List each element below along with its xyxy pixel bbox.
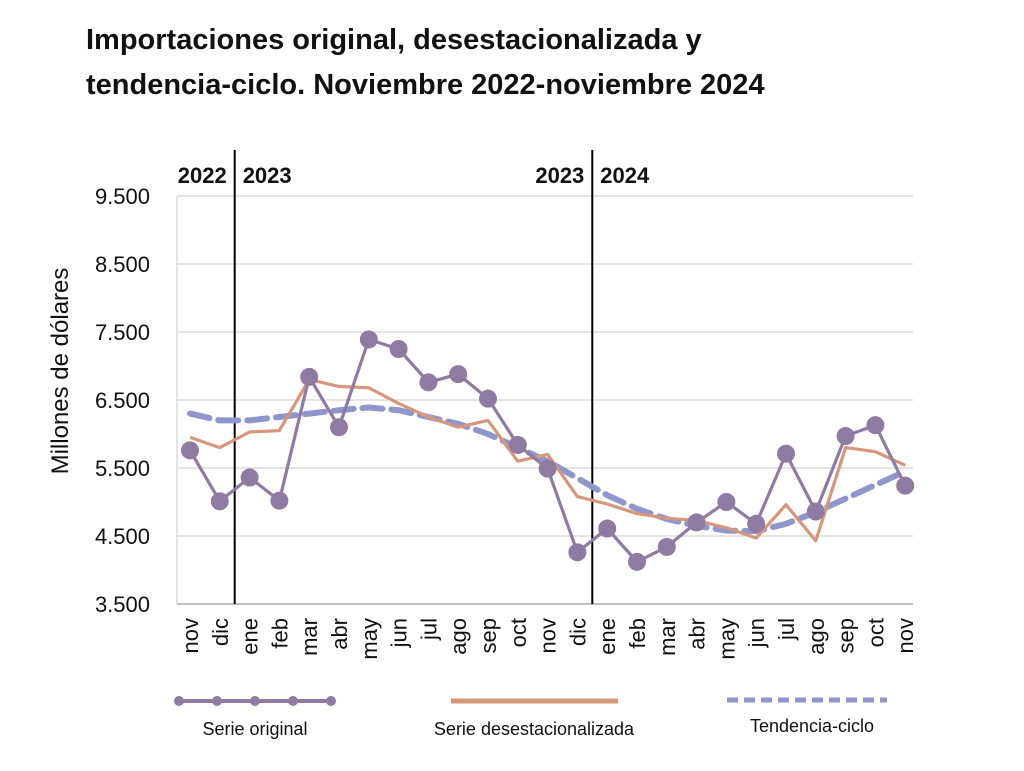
x-tick-label: oct xyxy=(863,618,888,647)
x-tick-label: may xyxy=(357,618,382,660)
y-axis-ticks: 9.500 8.500 7.500 6.500 5.500 4.500 3.500 xyxy=(95,184,150,617)
data-point xyxy=(449,365,468,384)
chart-title-line-1: Importaciones original, desestacionaliza… xyxy=(86,24,702,56)
data-point xyxy=(538,459,557,478)
x-tick-label: dic xyxy=(208,618,233,646)
x-tick-label: feb xyxy=(625,618,650,649)
data-point xyxy=(598,519,617,538)
y-axis-title: Millones de dólares xyxy=(47,268,74,475)
year-label: 2024 xyxy=(600,163,650,188)
chart-title: Importaciones original, desestacionaliza… xyxy=(86,18,986,108)
data-point xyxy=(181,441,199,460)
x-tick-label: feb xyxy=(267,618,292,649)
y-tick-label: 6.500 xyxy=(95,388,150,413)
data-point xyxy=(717,493,736,511)
grid-lines xyxy=(176,195,913,605)
year-label: 2023 xyxy=(535,163,584,188)
x-tick-label: mar xyxy=(655,618,680,656)
legend-marker xyxy=(326,696,336,706)
x-tick-label: abr xyxy=(327,618,352,650)
x-tick-label: mar xyxy=(297,618,322,656)
x-axis-ticks: nov dic ene feb mar abr may jun jul ago sep oct nov d… xyxy=(178,618,918,660)
data-point xyxy=(896,476,915,495)
y-tick-label: 5.500 xyxy=(95,456,150,481)
year-dividers: 2022 2023 2023 2024 xyxy=(178,150,650,604)
x-tick-label: dic xyxy=(565,618,590,646)
x-tick-label: jun xyxy=(744,618,769,648)
x-tick-label: nov xyxy=(178,618,203,653)
y-tick-label: 3.500 xyxy=(95,592,150,617)
legend-marker xyxy=(212,696,222,706)
x-tick-label: sep xyxy=(476,618,501,653)
series-line-original xyxy=(188,337,907,564)
data-point xyxy=(210,492,229,511)
data-point xyxy=(687,513,706,532)
data-point xyxy=(479,389,497,408)
data-point xyxy=(359,330,378,349)
legend-marker xyxy=(288,696,298,706)
data-point xyxy=(270,491,289,510)
legend: Serie original Serie desestacionalizada Te… xyxy=(174,696,887,739)
x-tick-label: ago xyxy=(804,618,829,655)
x-tick-label: jun xyxy=(387,618,412,648)
legend-label-tendencia-ciclo: Tendencia-ciclo xyxy=(750,716,874,736)
data-point xyxy=(806,502,825,521)
data-point xyxy=(300,367,319,386)
x-tick-label: sep xyxy=(834,618,859,653)
x-tick-label: nov xyxy=(893,618,918,653)
y-tick-label: 9.500 xyxy=(95,184,150,209)
chart-title-line-2: tendencia-ciclo. Noviembre 2022-noviembr… xyxy=(86,69,765,101)
data-point xyxy=(389,340,408,358)
x-tick-label: nov xyxy=(536,618,561,653)
series-lines xyxy=(181,330,915,571)
legend-label-desestacionalizada: Serie desestacionalizada xyxy=(434,719,635,739)
x-tick-label: oct xyxy=(506,618,531,647)
x-tick-label: ene xyxy=(238,618,263,655)
data-point xyxy=(777,444,795,463)
data-point xyxy=(568,543,587,562)
x-tick-label: may xyxy=(714,618,739,660)
data-point xyxy=(240,468,259,487)
x-tick-label: jul xyxy=(416,618,441,641)
legend-marker xyxy=(250,696,260,706)
data-point xyxy=(628,552,646,571)
x-tick-label: abr xyxy=(685,618,710,650)
y-tick-label: 4.500 xyxy=(95,524,150,549)
data-point xyxy=(508,435,527,454)
data-point xyxy=(866,416,885,435)
y-tick-label: 7.500 xyxy=(95,320,150,345)
data-point xyxy=(747,514,766,533)
legend-label-original: Serie original xyxy=(202,719,307,739)
x-tick-label: ene xyxy=(595,618,620,655)
year-label: 2022 xyxy=(178,163,227,188)
x-tick-label: ago xyxy=(446,618,471,655)
year-label: 2023 xyxy=(243,163,292,188)
series-group xyxy=(181,330,915,571)
data-point xyxy=(657,537,676,556)
data-point xyxy=(330,418,348,437)
data-point xyxy=(419,373,438,392)
data-point xyxy=(836,427,855,446)
legend-marker xyxy=(174,696,184,706)
x-tick-label: jul xyxy=(774,618,799,641)
y-tick-label: 8.500 xyxy=(95,252,150,277)
